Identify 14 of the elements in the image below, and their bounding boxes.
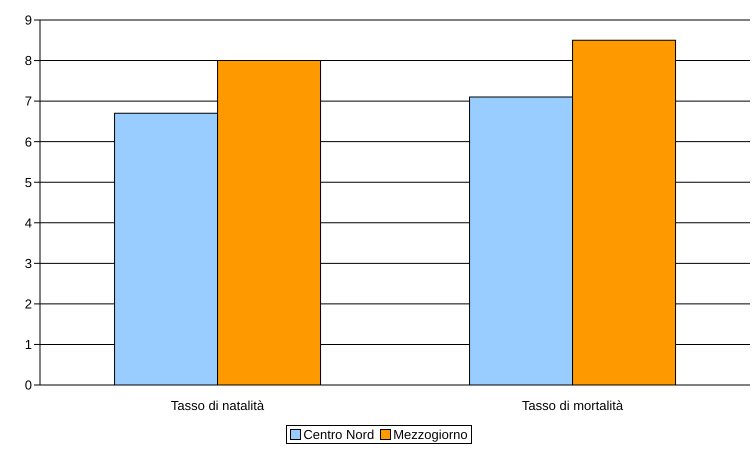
- y-tick-label: 5: [24, 174, 32, 190]
- x-tick-label: Tasso di mortalità: [522, 398, 624, 414]
- y-tick-label: 3: [24, 256, 32, 271]
- y-tick-label: 1: [24, 337, 32, 352]
- legend-label: Mezzogiorno: [392, 427, 468, 442]
- y-tick-label: 2: [24, 296, 32, 312]
- y-tick-label: 7: [24, 94, 32, 109]
- legend-label: Centro Nord: [302, 427, 374, 442]
- y-tick-label: 0: [24, 378, 32, 393]
- y-tick-label: 8: [24, 53, 32, 68]
- y-tick-label: 4: [24, 215, 32, 230]
- x-tick-label: Tasso di natalità: [170, 398, 265, 414]
- y-tick-label: 9: [24, 12, 32, 28]
- y-tick-label: 6: [24, 134, 32, 150]
